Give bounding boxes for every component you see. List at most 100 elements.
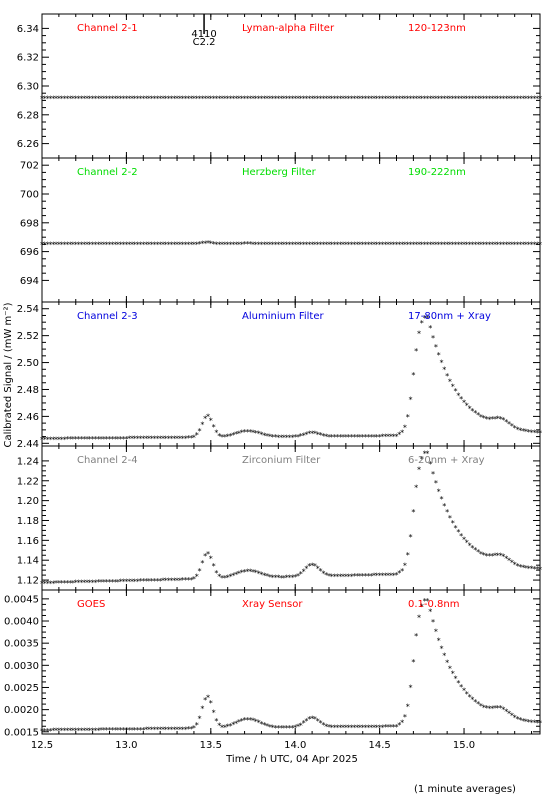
data-point: * <box>267 433 272 442</box>
data-point: * <box>231 572 236 581</box>
data-point: * <box>110 435 115 444</box>
data-point: * <box>360 433 365 442</box>
data-point: * <box>462 94 467 103</box>
data-point: * <box>529 428 534 437</box>
data-point: * <box>149 726 154 735</box>
data-point: * <box>352 241 357 250</box>
data-point: * <box>403 713 408 722</box>
data-point: * <box>315 564 320 573</box>
data-point: * <box>101 726 106 735</box>
data-point: * <box>200 705 205 714</box>
data-point: * <box>45 94 50 103</box>
data-point: * <box>476 700 481 709</box>
data-point: * <box>183 94 188 103</box>
data-point: * <box>442 502 447 511</box>
data-point: * <box>436 241 441 250</box>
data-point: * <box>256 430 261 439</box>
data-point: * <box>507 709 512 718</box>
data-point: * <box>101 578 106 587</box>
data-point: * <box>73 241 78 250</box>
data-point: * <box>369 572 374 581</box>
data-point: * <box>99 726 104 735</box>
data-point: * <box>301 431 306 440</box>
data-point: * <box>239 429 244 438</box>
data-point: * <box>380 241 385 250</box>
data-point: * <box>498 94 503 103</box>
data-point: * <box>169 241 174 250</box>
x-axis: 12.5 13.0 13.5 14.0 14.5 15.0 <box>31 740 475 751</box>
data-point: * <box>113 241 118 250</box>
data-point: * <box>65 241 70 250</box>
data-point: * <box>68 727 73 736</box>
y-tick-label: 1.14 <box>17 556 39 567</box>
data-point: * <box>448 514 453 523</box>
data-point: * <box>335 573 340 582</box>
data-point: * <box>96 241 101 250</box>
data-point: * <box>464 402 469 411</box>
data-point: * <box>169 434 174 443</box>
data-point: * <box>228 432 233 441</box>
data-point: * <box>90 241 95 250</box>
data-point: * <box>535 94 540 103</box>
panel-filter: Lyman-alpha Filter <box>242 23 335 34</box>
data-point: * <box>301 719 306 728</box>
data-point: * <box>450 519 455 528</box>
data-point: * <box>298 432 303 441</box>
data-point: * <box>512 94 517 103</box>
data-point: * <box>248 568 253 577</box>
data-point: * <box>87 578 92 587</box>
data-point: * <box>62 727 67 736</box>
data-point: * <box>400 719 405 728</box>
data-point: * <box>338 573 343 582</box>
data-point: * <box>532 241 537 250</box>
data-point: * <box>121 726 126 735</box>
data-point: * <box>422 450 427 459</box>
data-point: * <box>318 94 323 103</box>
data-point: * <box>298 94 303 103</box>
series-points: ****************************************… <box>40 239 543 249</box>
data-point: * <box>51 241 56 250</box>
data-point: * <box>481 703 486 712</box>
data-point: * <box>470 696 475 705</box>
data-point: * <box>439 495 444 504</box>
data-point: * <box>76 94 81 103</box>
data-point: * <box>99 241 104 250</box>
data-point: * <box>448 377 453 386</box>
data-point: * <box>512 714 517 723</box>
data-point: * <box>192 575 197 584</box>
data-point: * <box>267 241 272 250</box>
data-point: * <box>54 241 59 250</box>
data-point: * <box>51 579 56 588</box>
data-point: * <box>445 658 450 667</box>
data-point: * <box>186 241 191 250</box>
data-point: * <box>276 94 281 103</box>
data-point: * <box>203 552 208 561</box>
data-point: * <box>231 431 236 440</box>
data-point: * <box>372 723 377 732</box>
data-point: * <box>121 94 126 103</box>
data-point: * <box>118 94 123 103</box>
data-point: * <box>132 726 137 735</box>
data-point: * <box>87 435 92 444</box>
data-point: * <box>509 422 514 431</box>
data-point: * <box>310 241 315 250</box>
data-point: * <box>231 240 236 249</box>
data-point: * <box>428 460 433 469</box>
data-point: * <box>515 94 520 103</box>
data-point: * <box>383 571 388 580</box>
data-point: * <box>405 94 410 103</box>
data-point: * <box>411 508 416 517</box>
panel-5: 0.0015 0.0020 0.0025 0.0030 0.0035 0.0040 0.00… <box>4 589 543 738</box>
data-point: * <box>419 602 424 611</box>
data-point: * <box>132 241 137 250</box>
data-point: * <box>189 94 194 103</box>
data-point: * <box>442 241 447 250</box>
data-point: * <box>524 428 529 437</box>
y-tick-label: 6.30 <box>17 82 39 93</box>
data-point: * <box>169 94 174 103</box>
data-point: * <box>450 670 455 679</box>
data-point: * <box>56 435 61 444</box>
data-point: * <box>239 240 244 249</box>
data-point: * <box>237 718 242 727</box>
data-point: * <box>194 94 199 103</box>
